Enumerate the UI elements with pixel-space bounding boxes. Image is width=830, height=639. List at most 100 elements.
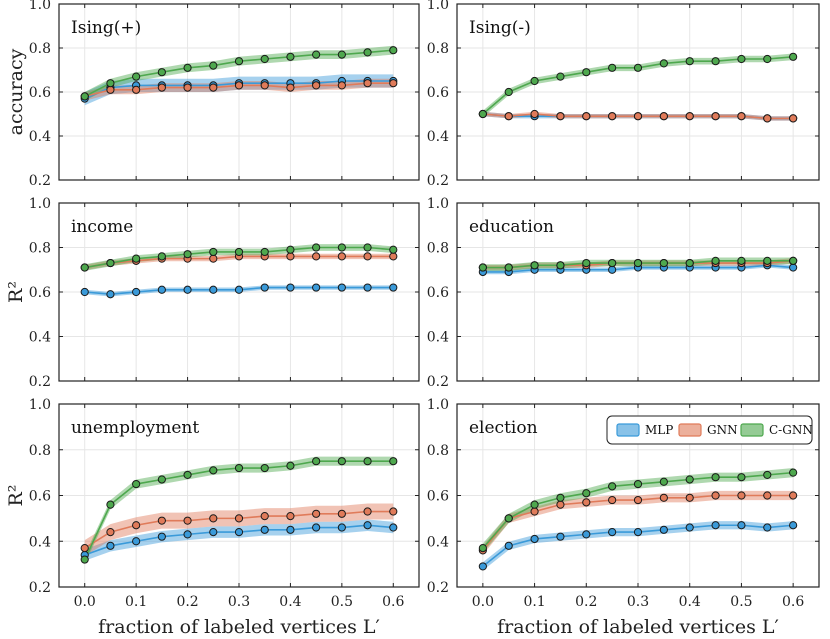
x-tick-label: 0.3 bbox=[627, 594, 649, 610]
point-gnn bbox=[286, 511, 295, 521]
point-gnn bbox=[260, 81, 269, 90]
point-c-gnn bbox=[234, 463, 244, 473]
point-c-gnn bbox=[556, 493, 565, 502]
point-gnn bbox=[582, 498, 591, 507]
y-tick-label: 0.8 bbox=[427, 241, 449, 257]
point-c-gnn bbox=[312, 243, 321, 252]
y-tick-label: 0.6 bbox=[29, 85, 51, 101]
point-gnn bbox=[556, 112, 565, 121]
point-c-gnn bbox=[132, 72, 141, 81]
point-c-gnn bbox=[711, 256, 720, 265]
point-c-gnn bbox=[337, 457, 346, 466]
legend-label-gnn: GNN bbox=[707, 423, 738, 437]
point-gnn bbox=[183, 83, 192, 92]
point-mlp bbox=[389, 523, 398, 532]
point-c-gnn bbox=[389, 457, 398, 466]
point-mlp bbox=[789, 521, 798, 530]
point-c-gnn bbox=[659, 258, 668, 268]
y-tick-label: 1.0 bbox=[427, 196, 449, 212]
point-gnn bbox=[737, 112, 746, 121]
point-mlp bbox=[132, 537, 141, 546]
y-tick-label: 0.8 bbox=[427, 41, 449, 57]
legend-label-c-gnn: C-GNN bbox=[769, 423, 813, 437]
point-mlp bbox=[260, 525, 269, 534]
point-mlp bbox=[80, 287, 89, 297]
point-c-gnn bbox=[183, 470, 192, 480]
panel-election: 0.20.40.60.81.00.0 0.1 0.2 0.3 0.4 0.5 0.6frac… bbox=[427, 397, 820, 638]
point-mlp bbox=[633, 528, 643, 537]
point-c-gnn bbox=[337, 243, 346, 252]
y-tick-label: 0.2 bbox=[29, 374, 51, 390]
point-gnn bbox=[711, 112, 720, 121]
y-tick-label: 0.4 bbox=[427, 534, 449, 550]
point-c-gnn bbox=[711, 57, 720, 66]
panel-unemployment: 0.20.40.60.81.00.0 0.1 0.2 0.3 0.4 0.5 0.6frac… bbox=[5, 397, 420, 638]
point-mlp bbox=[106, 290, 115, 299]
point-mlp bbox=[478, 562, 487, 571]
point-c-gnn bbox=[286, 461, 295, 470]
point-c-gnn bbox=[389, 245, 398, 254]
point-gnn bbox=[685, 493, 694, 502]
point-gnn bbox=[209, 514, 218, 523]
x-tick-label: 0.0 bbox=[74, 594, 96, 610]
point-mlp bbox=[209, 285, 218, 294]
point-c-gnn bbox=[556, 72, 565, 81]
y-tick-label: 0.6 bbox=[427, 285, 449, 301]
point-c-gnn bbox=[312, 457, 321, 466]
point-gnn bbox=[556, 500, 565, 509]
point-gnn bbox=[763, 114, 772, 123]
point-c-gnn bbox=[737, 54, 746, 64]
point-c-gnn bbox=[183, 63, 192, 72]
point-mlp bbox=[234, 285, 244, 294]
point-c-gnn bbox=[209, 61, 218, 70]
y-tick-label: 0.2 bbox=[29, 173, 51, 189]
point-mlp bbox=[363, 283, 372, 292]
point-gnn bbox=[234, 514, 244, 523]
y-tick-label: 1.0 bbox=[29, 0, 51, 13]
point-c-gnn bbox=[763, 470, 772, 480]
point-c-gnn bbox=[183, 250, 192, 259]
point-mlp bbox=[608, 528, 617, 537]
point-gnn bbox=[363, 252, 372, 261]
panel-title: Ising(+) bbox=[71, 18, 141, 38]
point-c-gnn bbox=[132, 479, 141, 489]
point-c-gnn bbox=[737, 256, 746, 265]
legend-label-mlp: MLP bbox=[645, 423, 673, 437]
legend-frame bbox=[606, 415, 813, 445]
point-mlp bbox=[389, 283, 398, 292]
point-c-gnn bbox=[763, 54, 772, 64]
point-gnn bbox=[711, 491, 720, 500]
point-c-gnn bbox=[763, 256, 772, 265]
point-gnn bbox=[363, 507, 372, 516]
point-mlp bbox=[685, 523, 694, 532]
point-mlp bbox=[530, 534, 539, 544]
x-tick-label: 0.3 bbox=[228, 594, 250, 610]
point-c-gnn bbox=[582, 489, 591, 498]
point-mlp bbox=[504, 541, 513, 550]
point-mlp bbox=[183, 530, 192, 539]
point-mlp bbox=[737, 521, 746, 530]
point-c-gnn bbox=[234, 247, 244, 257]
point-mlp bbox=[106, 541, 115, 550]
point-gnn bbox=[685, 112, 694, 121]
y-tick-label: 0.4 bbox=[427, 129, 449, 145]
point-c-gnn bbox=[80, 263, 89, 272]
point-gnn bbox=[80, 544, 89, 553]
point-mlp bbox=[582, 530, 591, 539]
point-c-gnn bbox=[132, 254, 141, 263]
point-c-gnn bbox=[478, 544, 487, 553]
point-mlp bbox=[157, 532, 166, 541]
x-tick-label: 0.4 bbox=[679, 594, 701, 610]
point-c-gnn bbox=[530, 261, 539, 270]
point-c-gnn bbox=[608, 258, 617, 268]
point-mlp bbox=[260, 283, 269, 292]
point-gnn bbox=[183, 516, 192, 525]
point-c-gnn bbox=[106, 500, 115, 509]
point-gnn bbox=[608, 495, 617, 505]
point-gnn bbox=[337, 252, 346, 261]
point-c-gnn bbox=[504, 87, 513, 97]
point-gnn bbox=[157, 83, 166, 92]
point-c-gnn bbox=[312, 50, 321, 59]
point-mlp bbox=[659, 525, 668, 534]
point-mlp bbox=[183, 285, 192, 294]
